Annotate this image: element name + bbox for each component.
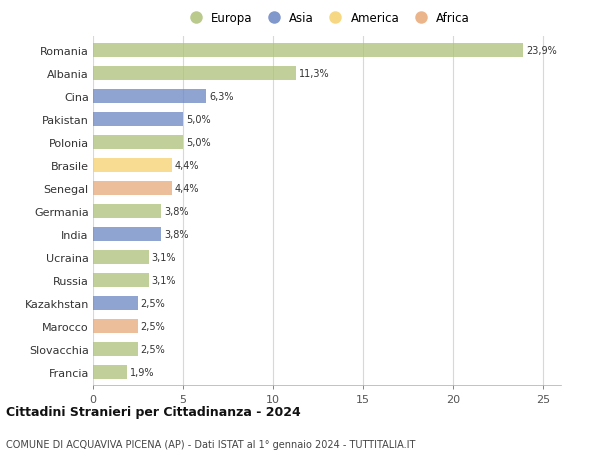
Text: 6,3%: 6,3% xyxy=(209,91,233,101)
Bar xyxy=(93,342,138,356)
Text: 2,5%: 2,5% xyxy=(140,321,166,331)
Bar xyxy=(93,158,172,172)
Bar xyxy=(93,319,138,333)
Bar xyxy=(93,296,138,310)
Text: 3,1%: 3,1% xyxy=(151,252,176,262)
Bar xyxy=(93,273,149,287)
Legend: Europa, Asia, America, Africa: Europa, Asia, America, Africa xyxy=(182,10,472,28)
Text: Cittadini Stranieri per Cittadinanza - 2024: Cittadini Stranieri per Cittadinanza - 2… xyxy=(6,405,301,419)
Text: COMUNE DI ACQUAVIVA PICENA (AP) - Dati ISTAT al 1° gennaio 2024 - TUTTITALIA.IT: COMUNE DI ACQUAVIVA PICENA (AP) - Dati I… xyxy=(6,440,415,449)
Bar xyxy=(93,90,206,103)
Text: 1,9%: 1,9% xyxy=(130,367,154,377)
Bar xyxy=(93,112,183,126)
Bar xyxy=(93,365,127,379)
Text: 3,8%: 3,8% xyxy=(164,206,188,216)
Bar xyxy=(93,227,161,241)
Text: 2,5%: 2,5% xyxy=(140,298,166,308)
Text: 2,5%: 2,5% xyxy=(140,344,166,354)
Bar xyxy=(93,44,523,57)
Text: 5,0%: 5,0% xyxy=(186,114,211,124)
Bar xyxy=(93,181,172,195)
Text: 11,3%: 11,3% xyxy=(299,68,330,78)
Text: 4,4%: 4,4% xyxy=(175,183,199,193)
Text: 3,1%: 3,1% xyxy=(151,275,176,285)
Bar xyxy=(93,135,183,149)
Bar xyxy=(93,204,161,218)
Text: 3,8%: 3,8% xyxy=(164,229,188,239)
Text: 4,4%: 4,4% xyxy=(175,160,199,170)
Bar xyxy=(93,250,149,264)
Text: 23,9%: 23,9% xyxy=(526,45,557,56)
Text: 5,0%: 5,0% xyxy=(186,137,211,147)
Bar xyxy=(93,67,296,80)
